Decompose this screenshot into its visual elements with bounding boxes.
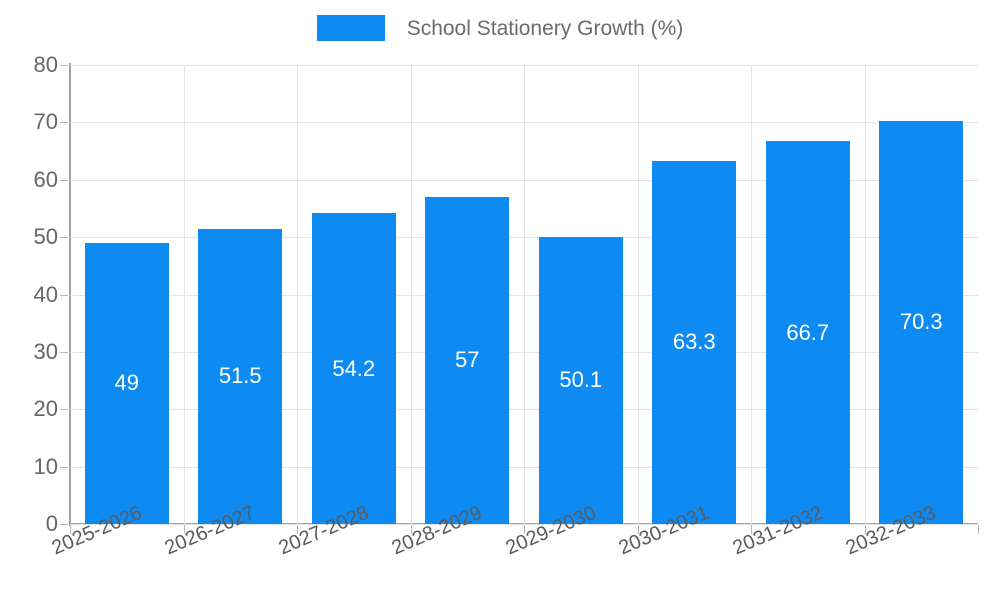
- gridline-vertical: [751, 65, 752, 524]
- y-axis-tick-label: 70: [33, 109, 58, 135]
- bar[interactable]: 49: [84, 242, 169, 524]
- chart-legend: School Stationery Growth (%): [0, 0, 1000, 56]
- y-axis-tick-mark: [60, 122, 68, 124]
- bar[interactable]: 63.3: [652, 160, 737, 524]
- x-axis-tick-mark: [70, 525, 71, 534]
- y-axis-tick-mark: [60, 237, 68, 239]
- y-axis-tick-label: 10: [33, 453, 58, 479]
- x-axis-tick-mark: [411, 525, 412, 534]
- bar-value-label: 66.7: [786, 319, 830, 345]
- bar[interactable]: 57: [425, 196, 510, 524]
- bar-value-label: 50.1: [559, 367, 603, 393]
- y-axis-tick-mark: [60, 179, 68, 181]
- bar-value-label: 70.3: [899, 309, 943, 335]
- y-axis-tick-label: 60: [33, 166, 58, 192]
- x-axis-tick-mark: [297, 525, 298, 534]
- y-axis-tick-mark: [60, 409, 68, 411]
- x-axis-tick-mark: [524, 525, 525, 534]
- gridline-vertical: [411, 65, 412, 524]
- x-axis-tick-mark: [184, 525, 185, 534]
- y-axis-tick-mark: [60, 466, 68, 468]
- legend-label: School Stationery Growth (%): [406, 16, 684, 40]
- y-axis-tick-mark: [60, 294, 68, 296]
- bar[interactable]: 70.3: [879, 120, 964, 524]
- x-axis-tick-mark: [978, 525, 979, 534]
- bar-value-label: 54.2: [332, 355, 376, 381]
- y-axis-tick-label: 50: [33, 224, 58, 250]
- x-axis-tick-mark: [751, 525, 752, 534]
- bar-value-label: 63.3: [672, 329, 716, 355]
- bar[interactable]: 51.5: [198, 228, 283, 524]
- plot-area: 49 51.5 54.2 57 50.1 63.3 66.7 70.3: [70, 65, 978, 525]
- y-axis-tick-label: 20: [33, 396, 58, 422]
- y-axis-tick-label: 80: [33, 52, 58, 77]
- gridline-vertical: [865, 65, 866, 524]
- y-axis-tick-label: 40: [33, 281, 58, 307]
- bar[interactable]: 50.1: [538, 236, 623, 524]
- x-axis-tick-mark: [638, 525, 639, 534]
- x-axis-tick-mark: [865, 525, 866, 534]
- bar[interactable]: 54.2: [311, 213, 396, 524]
- legend-entry-school-stationery-growth[interactable]: School Stationery Growth (%): [316, 15, 684, 41]
- y-axis-tick-mark: [60, 65, 68, 66]
- bar-value-label: 51.5: [218, 363, 262, 389]
- bar-value-label: 49: [114, 370, 139, 396]
- gridline-horizontal: [70, 524, 978, 525]
- y-axis-tick-mark: [60, 524, 68, 525]
- gridline-vertical: [297, 65, 298, 524]
- y-axis-tick-label: 0: [45, 511, 58, 536]
- legend-color-swatch: [316, 15, 385, 41]
- bar-value-label: 57: [455, 347, 480, 373]
- gridline-vertical: [638, 65, 639, 524]
- bar[interactable]: 66.7: [765, 141, 850, 524]
- gridline-vertical: [184, 65, 185, 524]
- gridline-vertical: [524, 65, 525, 524]
- y-axis-tick-mark: [60, 351, 68, 353]
- y-axis-tick-label: 30: [33, 338, 58, 364]
